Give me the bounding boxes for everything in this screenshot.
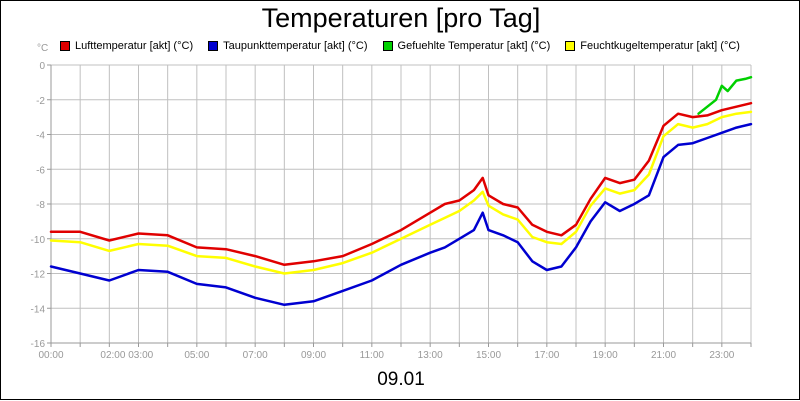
legend-label: Gefuehlte Temperatur [akt] (°C) — [397, 40, 551, 52]
y-tick-label: -2 — [36, 96, 45, 107]
legend-swatch-blue — [208, 41, 219, 51]
legend-label: Feuchtkugeltemperatur [akt] (°C) — [580, 40, 740, 52]
legend-swatch-red — [60, 41, 70, 51]
legend-swatch-yellow — [565, 41, 576, 51]
x-tick-label: 00:00 — [38, 350, 63, 361]
legend-item-lufttemperatur: Lufttemperatur [akt] (°C) — [60, 39, 193, 53]
legend-item-taupunkt: Taupunkttemperatur [akt] (°C) — [208, 39, 368, 53]
y-tick-label: -14 — [31, 304, 46, 315]
legend-swatch-green — [382, 41, 393, 51]
x-tick-label: 07:00 — [243, 350, 268, 361]
series-line-0 — [49, 101, 753, 267]
y-axis-unit: °C — [37, 43, 49, 54]
x-tick-label: 21:00 — [651, 350, 676, 361]
legend-label: Taupunkttemperatur [akt] (°C) — [223, 40, 368, 52]
y-tick-label: -8 — [36, 200, 45, 211]
x-tick-label: 23:00 — [709, 350, 734, 361]
legend-label: Lufttemperatur [akt] (°C) — [75, 40, 194, 52]
x-tick-label: 02:00 03:00 — [100, 350, 153, 361]
x-tick-label: 09:00 — [301, 350, 326, 361]
y-tick-label: -4 — [36, 131, 45, 142]
chart-legend: Lufttemperatur [akt] (°C) Taupunkttemper… — [60, 39, 740, 53]
x-tick-label: 05:00 — [184, 350, 209, 361]
y-tick-label: 0 — [39, 61, 45, 72]
y-tick-label: -12 — [31, 270, 46, 281]
x-tick-label: 15:00 — [476, 350, 501, 361]
series-line-1 — [49, 122, 753, 307]
y-tick-label: -16 — [31, 339, 46, 350]
x-tick-label: 19:00 — [593, 350, 618, 361]
series-line-3 — [49, 110, 753, 275]
x-axis-date-label: 09.01 — [377, 369, 425, 390]
series-line-2 — [697, 75, 753, 115]
y-tick-label: -10 — [31, 235, 46, 246]
legend-item-feuchtkugel: Feuchtkugeltemperatur [akt] (°C) — [565, 39, 740, 53]
legend-item-gefuehlte: Gefuehlte Temperatur [akt] (°C) — [382, 39, 551, 53]
x-tick-label: 13:00 — [418, 350, 443, 361]
x-tick-label: 17:00 — [534, 350, 559, 361]
x-tick-label: 11:00 — [360, 350, 385, 361]
chart-title: Temperaturen [pro Tag] — [261, 3, 541, 33]
y-tick-label: -6 — [36, 165, 45, 176]
